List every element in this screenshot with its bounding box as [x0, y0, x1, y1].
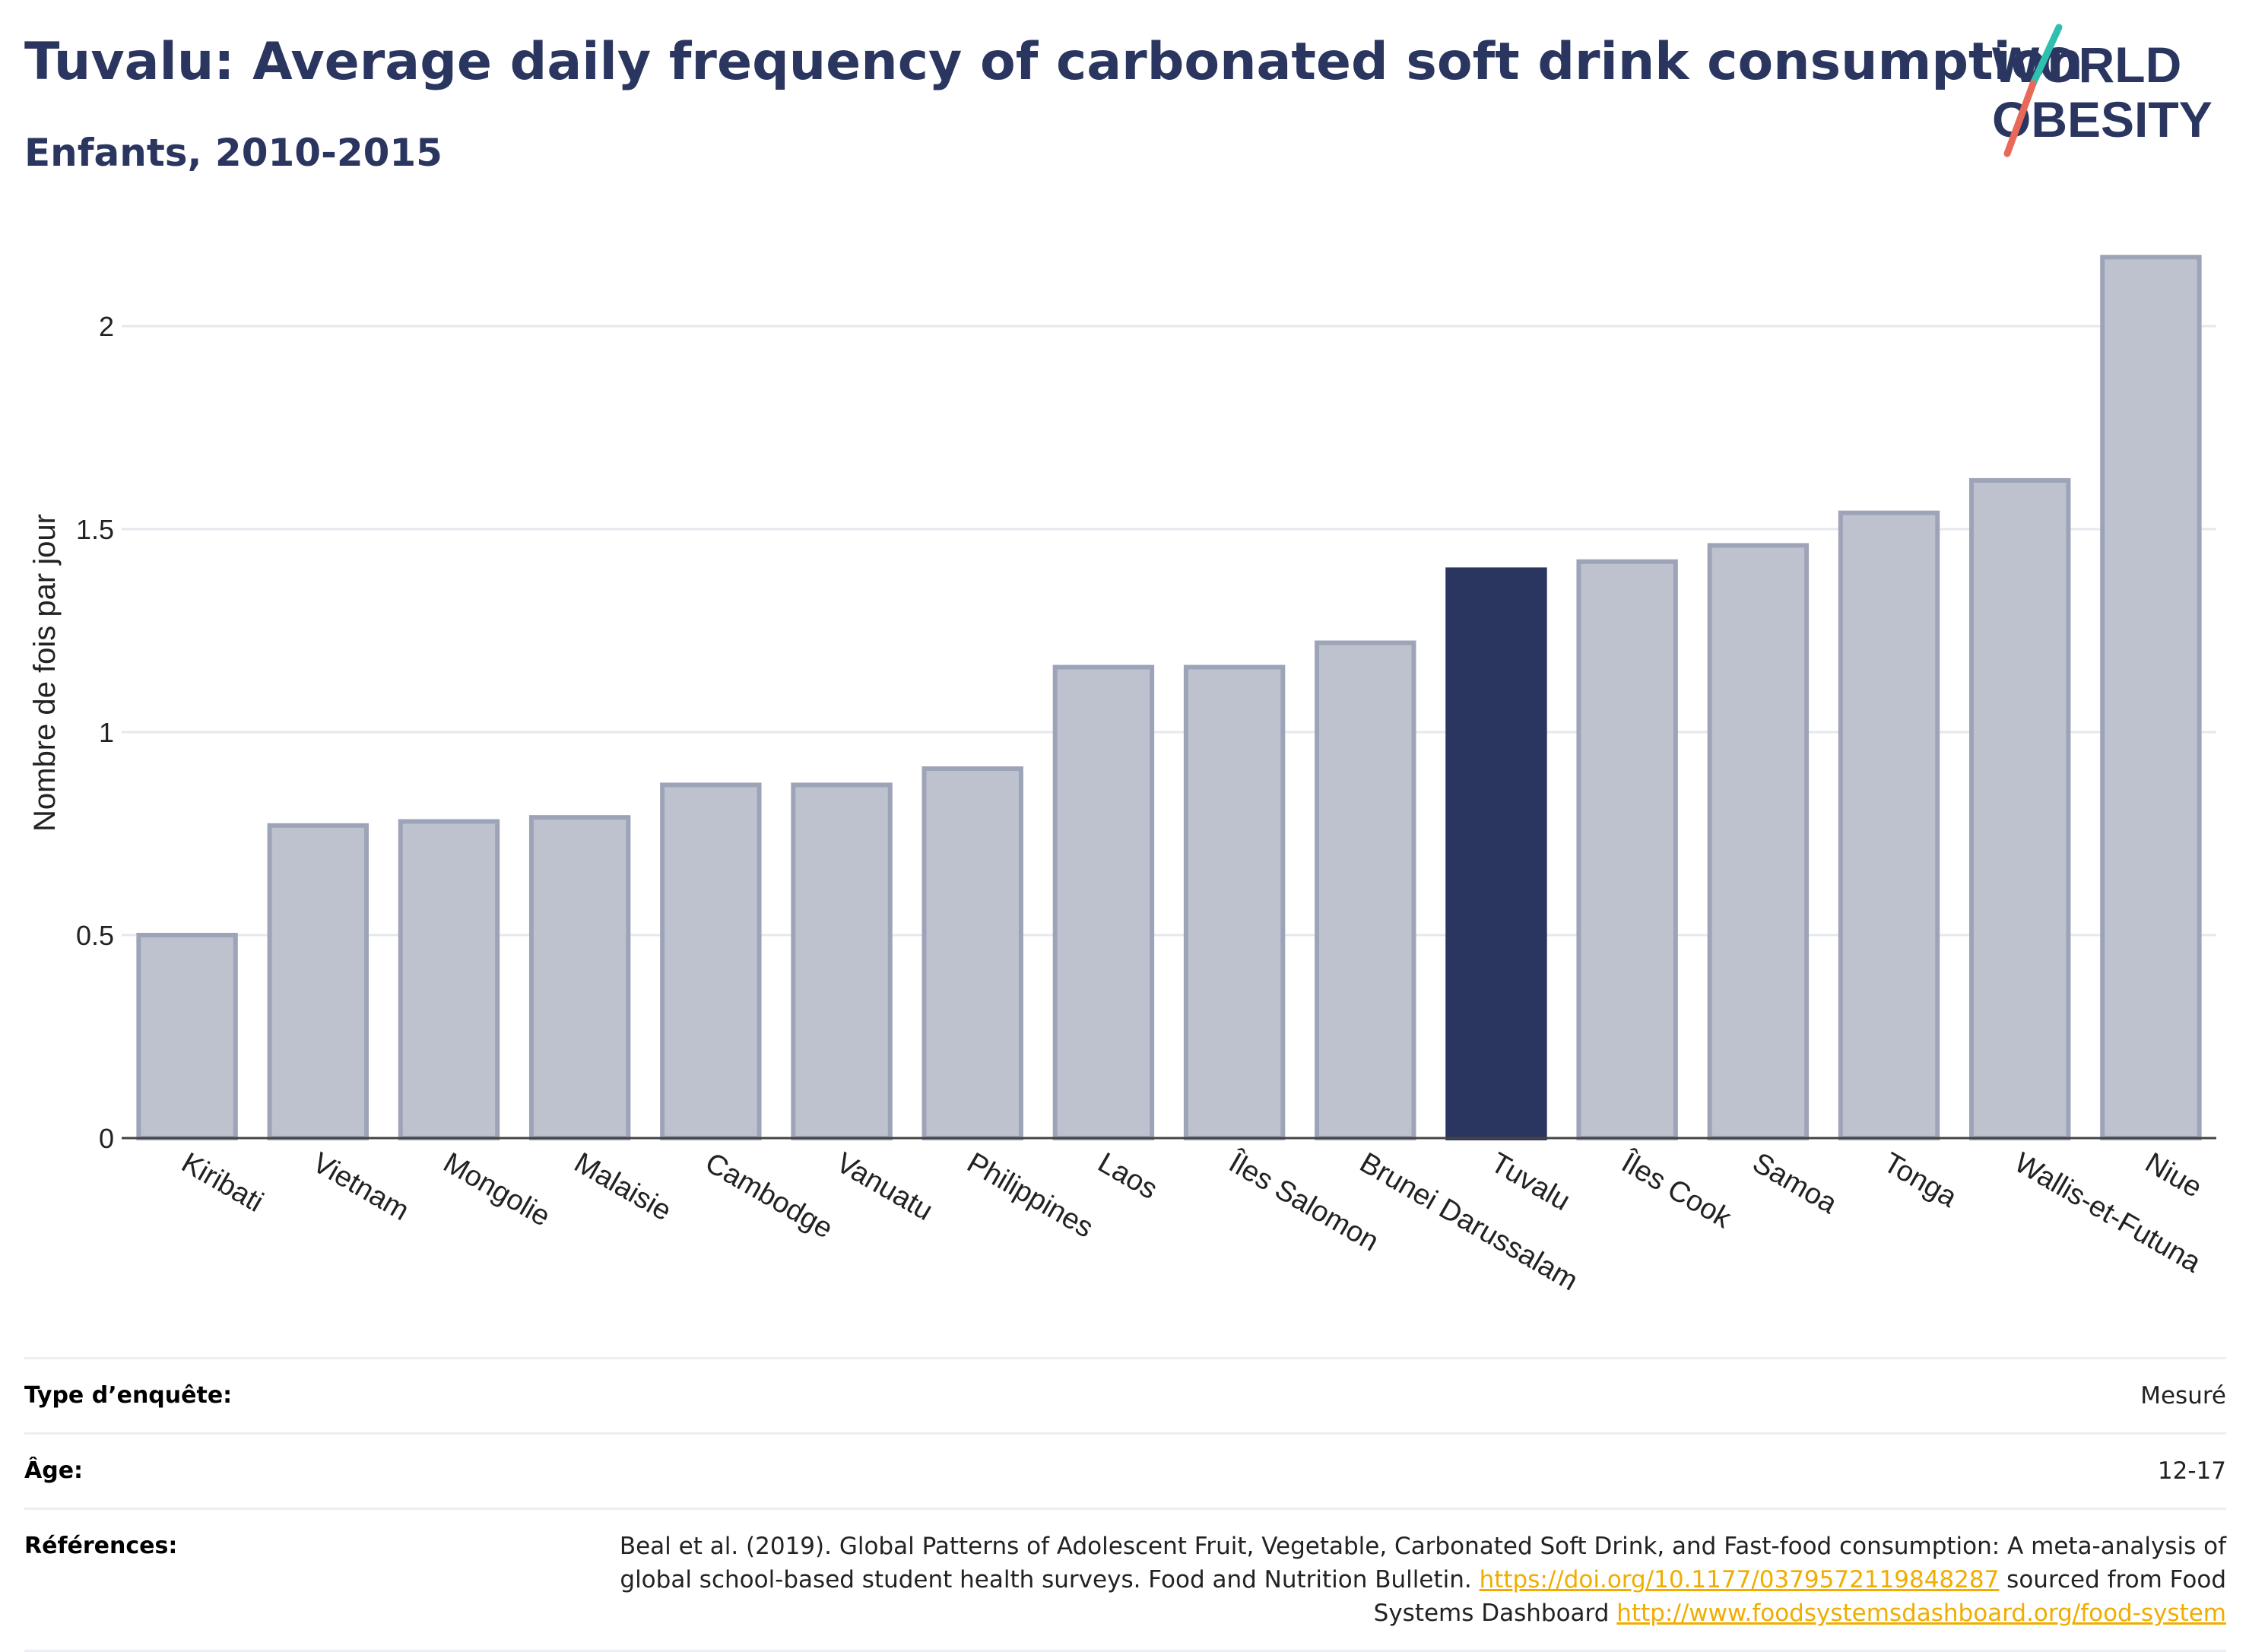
- x-tick-label: Malaisie: [569, 1146, 677, 1227]
- x-tick-label: Tuvalu: [1485, 1146, 1575, 1217]
- x-tick-label: Philippines: [962, 1146, 1099, 1244]
- survey-type-label: Type d’enquête:: [24, 1382, 233, 1409]
- y-tick-label: 0.5: [76, 920, 114, 951]
- x-tick-label: Mongolie: [438, 1146, 556, 1232]
- world-obesity-logo: WORLD OBESITY: [1992, 24, 2213, 157]
- bar: [1707, 543, 1810, 1140]
- references-text-part-2: sourced from Food Systems Dashboard: [1373, 1566, 2226, 1627]
- x-tick-label: Cambodge: [699, 1146, 838, 1245]
- x-tick-label: Îles Cook: [1616, 1146, 1737, 1235]
- x-tick-label: Kiribati: [176, 1146, 269, 1218]
- bar: [398, 819, 500, 1140]
- bar: [1315, 640, 1416, 1140]
- y-tick-label: 1.5: [76, 514, 114, 545]
- x-tick-labels: Kiribati Vietnam Mongolie Malaisie CambodgeV…: [176, 1146, 2207, 1297]
- x-tick-label: Vietnam: [307, 1146, 414, 1227]
- chart-subtitle: Enfants, 2010-2015: [24, 131, 443, 175]
- y-tick-label: 1: [99, 717, 114, 748]
- bar: [528, 815, 631, 1140]
- bars: [136, 255, 2202, 1141]
- bar: [1838, 510, 1940, 1140]
- bar: [2100, 255, 2202, 1141]
- references-label: Références:: [24, 1533, 178, 1559]
- logo-slash-teal: [2029, 24, 2063, 87]
- x-tick-label: Laos: [1093, 1146, 1163, 1206]
- bar: [791, 782, 893, 1141]
- survey-type-value: Mesuré: [2140, 1382, 2226, 1409]
- bar: [1183, 664, 1286, 1140]
- age-value: 12-17: [2157, 1457, 2226, 1485]
- bar: [267, 823, 369, 1140]
- age-label: Âge:: [24, 1457, 84, 1484]
- meta-row-survey-type: Type d’enquête: Mesuré: [24, 1357, 2226, 1432]
- x-tick-label: Samoa: [1747, 1146, 1843, 1220]
- x-tick-label: Vanuatu: [831, 1146, 938, 1227]
- bar: [1052, 664, 1155, 1140]
- references-text-part-1: Beal et al. (2019). Global Patterns of A…: [619, 1533, 2226, 1593]
- bar: [1576, 559, 1678, 1140]
- x-tick-label: Niue: [2140, 1146, 2207, 1203]
- y-axis-label: Nombre de fois par jour: [28, 514, 62, 832]
- x-tick-label: Tonga: [1878, 1146, 1962, 1214]
- doi-link[interactable]: https://doi.org/10.1177/0379572119848287: [1479, 1566, 2000, 1593]
- references-text: Beal et al. (2019). Global Patterns of A…: [569, 1530, 2226, 1630]
- meta-row-age: Âge: 12-17: [24, 1432, 2226, 1508]
- bar-chart: 0 0.5 1 1.5 2 Kiribati Vietnam Mongolie Malaisi…: [28, 255, 2216, 1297]
- meta-row-references: Références: Beal et al. (2019). Global P…: [24, 1508, 2226, 1652]
- x-tick-label: Îles Salomon: [1223, 1146, 1385, 1258]
- bar: [660, 782, 762, 1141]
- bar: [1969, 477, 2071, 1140]
- x-tick-label: Brunei Darussalam: [1354, 1146, 1583, 1297]
- y-tick-label: 0: [99, 1123, 114, 1154]
- bar-highlight: [1445, 567, 1547, 1140]
- y-tick-labels: 0 0.5 1 1.5 2: [76, 311, 114, 1154]
- bar: [136, 933, 238, 1140]
- bar: [921, 766, 1023, 1140]
- logo-slash-coral: [2003, 80, 2037, 157]
- y-tick-label: 2: [99, 311, 114, 342]
- chart-title: Tuvalu: Average daily frequency of carbo…: [24, 32, 2083, 92]
- logo-word-world: WORLD: [1992, 36, 2181, 93]
- food-systems-dashboard-link[interactable]: http://www.foodsystemsdashboard.org/food…: [1616, 1600, 2226, 1627]
- metadata-table: Type d’enquête: Mesuré Âge: 12-17 Référe…: [24, 1357, 2226, 1652]
